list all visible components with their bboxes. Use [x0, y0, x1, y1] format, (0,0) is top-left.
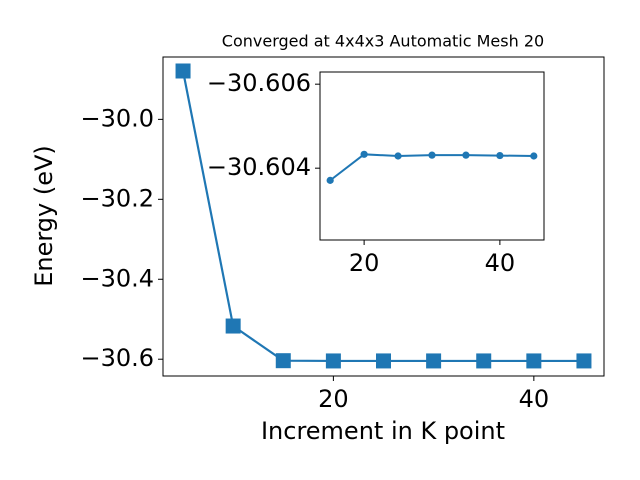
- y-tick-label: −30.604: [207, 153, 311, 181]
- marker: [530, 152, 538, 160]
- x-tick-label: 20: [318, 385, 349, 413]
- x-tick-label: 40: [519, 385, 550, 413]
- y-tick-label: −30.6: [80, 344, 154, 372]
- chart-title: Converged at 4x4x3 Automatic Mesh 20: [222, 32, 544, 51]
- marker: [360, 150, 368, 158]
- y-tick-label: −30.0: [80, 104, 154, 132]
- x-tick-label: 40: [485, 249, 516, 277]
- marker: [225, 318, 241, 334]
- x-axis-label: Increment in K point: [261, 417, 505, 445]
- marker: [426, 353, 442, 369]
- marker: [526, 353, 542, 369]
- marker: [376, 353, 391, 369]
- y-tick-label: −30.606: [207, 69, 311, 97]
- y-axis-label: Energy (eV): [30, 145, 58, 287]
- x-tick-label: 20: [349, 249, 380, 277]
- marker: [576, 353, 592, 369]
- marker: [394, 152, 402, 160]
- marker: [175, 63, 191, 79]
- marker: [476, 353, 492, 369]
- marker: [326, 176, 334, 184]
- y-tick-label: −30.4: [80, 264, 154, 292]
- marker: [428, 151, 436, 159]
- marker: [325, 353, 341, 369]
- y-tick-label: −30.2: [80, 184, 154, 212]
- marker: [462, 151, 470, 159]
- marker: [496, 151, 504, 160]
- marker: [275, 353, 291, 369]
